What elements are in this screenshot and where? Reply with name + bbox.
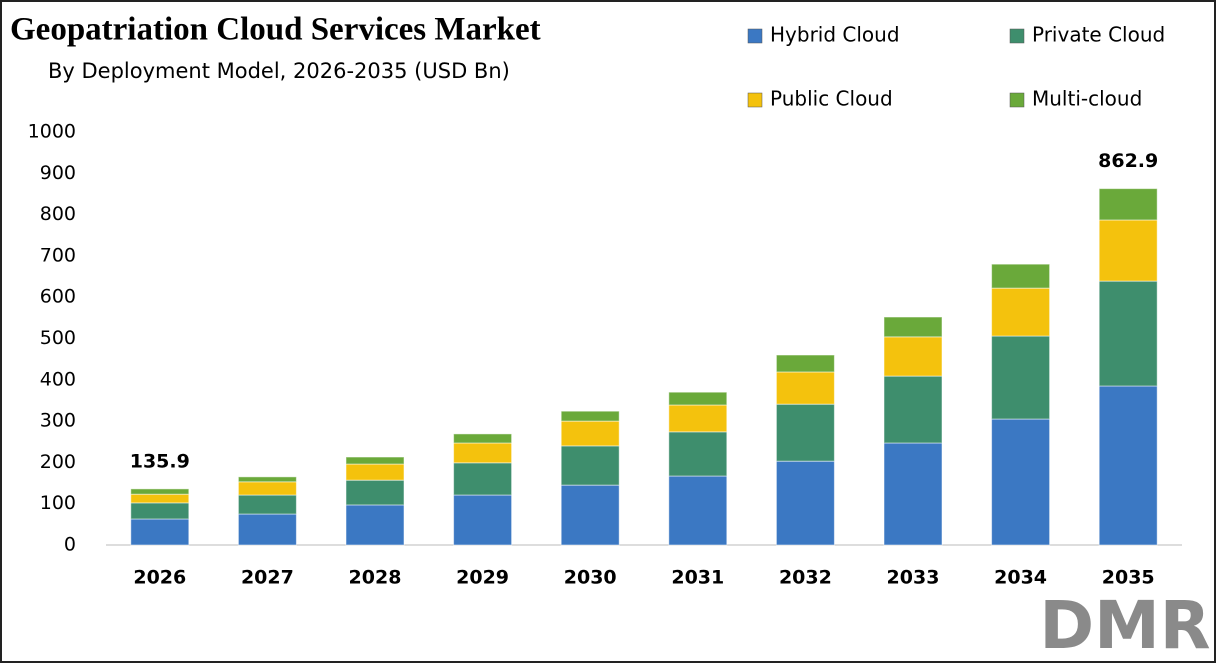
bar-segment [883, 375, 943, 444]
bar-segment [560, 445, 620, 486]
legend-label: Hybrid Cloud [770, 23, 900, 47]
bar-segment [883, 336, 943, 377]
y-tick-label: 700 [40, 244, 76, 266]
y-tick-label: 900 [40, 162, 76, 184]
bar-segment [453, 462, 513, 496]
x-tick-label: 2026 [133, 567, 186, 589]
bar-segment [991, 263, 1051, 289]
bar-segment [1098, 219, 1158, 282]
bar-segment [560, 420, 620, 447]
bar-segment [130, 493, 190, 504]
y-tick-label: 200 [40, 451, 76, 473]
bar-segment [775, 371, 835, 405]
bar-segment [560, 484, 620, 546]
y-tick-label: 600 [40, 286, 76, 308]
bar-segment [130, 518, 190, 546]
bar-segment [237, 494, 297, 515]
x-tick-label: 2034 [994, 567, 1047, 589]
bar-segment [775, 354, 835, 373]
bar-segment [453, 442, 513, 464]
x-tick-label: 2033 [887, 567, 940, 589]
bar-segment [668, 391, 728, 406]
bar-segment [668, 475, 728, 546]
legend-label: Public Cloud [770, 87, 893, 111]
bar-segment [991, 335, 1051, 420]
bar-segment [453, 433, 513, 444]
y-tick-label: 100 [40, 492, 76, 514]
bar-segment [991, 287, 1051, 337]
x-tick-label: 2030 [564, 567, 617, 589]
x-tick-label: 2035 [1102, 567, 1155, 589]
total-label: 862.9 [1098, 150, 1158, 172]
y-tick-label: 0 [64, 534, 76, 556]
bar-segment [775, 460, 835, 546]
bar-segment [775, 403, 835, 462]
bar-segment [130, 488, 190, 495]
bar-segment [237, 481, 297, 496]
x-tick-label: 2032 [779, 567, 832, 589]
x-tick-label: 2029 [456, 567, 509, 589]
bar-segment [883, 316, 943, 338]
x-tick-label: 2027 [241, 567, 294, 589]
legend-label: Private Cloud [1032, 23, 1165, 47]
legend-marker [1009, 28, 1025, 44]
y-tick-label: 1000 [28, 121, 76, 143]
legend-label: Multi-cloud [1032, 87, 1142, 111]
bar-segment [345, 463, 405, 481]
total-label: 135.9 [130, 450, 190, 472]
bar-segment [883, 442, 943, 546]
bar-segment [237, 513, 297, 546]
bar-segment [668, 431, 728, 477]
bar-segment [1098, 280, 1158, 387]
bar-segment [237, 476, 297, 483]
legend-marker [747, 92, 763, 108]
chart-title: Geopatriation Cloud Services Market [10, 12, 541, 48]
bar-segment [345, 456, 405, 465]
bar-segment [345, 479, 405, 506]
bar-segment [560, 410, 620, 422]
x-tick-label: 2031 [671, 567, 724, 589]
bar-segment [1098, 385, 1158, 546]
legend-marker [1009, 92, 1025, 108]
y-tick-label: 400 [40, 368, 76, 390]
bar-segment [453, 494, 513, 546]
bar-segment [991, 418, 1051, 546]
chart-subtitle: By Deployment Model, 2026-2035 (USD Bn) [48, 59, 510, 83]
x-tick-label: 2028 [349, 567, 402, 589]
y-tick-label: 800 [40, 203, 76, 225]
y-tick-label: 500 [40, 327, 76, 349]
y-tick-label: 300 [40, 410, 76, 432]
bar-segment [345, 504, 405, 546]
legend-marker [747, 28, 763, 44]
bar-segment [130, 502, 190, 520]
bar-segment [1098, 188, 1158, 221]
bar-segment [668, 404, 728, 433]
logo: DMR [1039, 587, 1210, 663]
